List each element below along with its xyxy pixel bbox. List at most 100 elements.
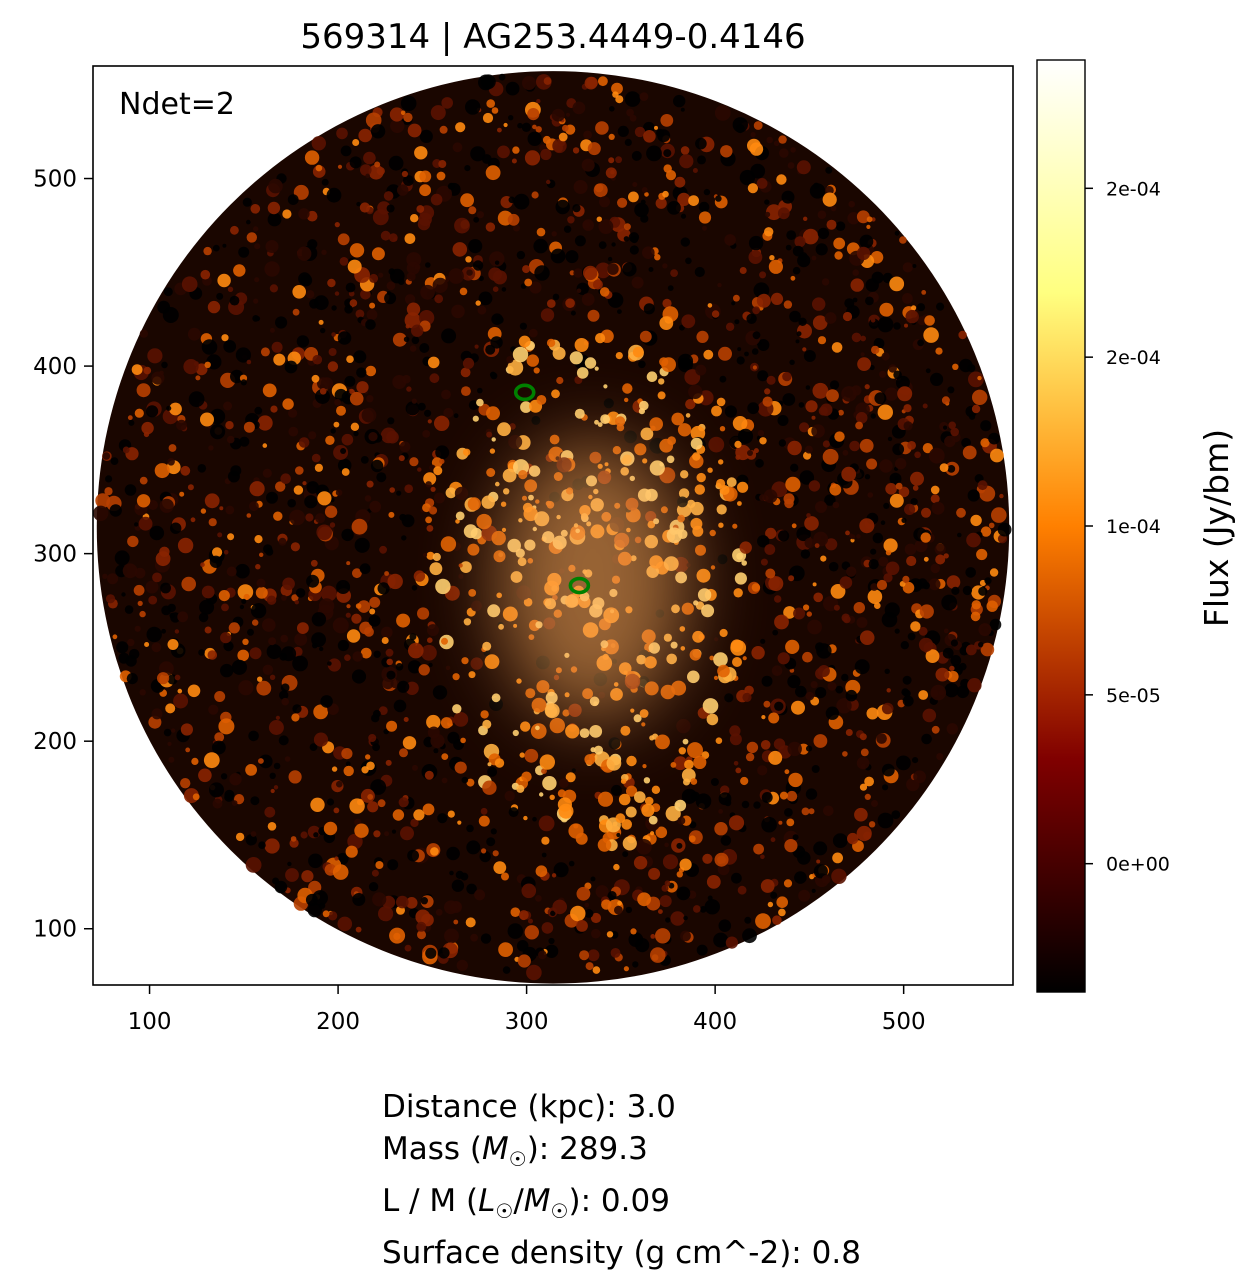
noise-speck [812, 297, 826, 311]
noise-speck [151, 708, 163, 720]
noise-speck [952, 363, 959, 370]
noise-speck [507, 923, 524, 939]
noise-speck [866, 224, 871, 229]
noise-speck [486, 406, 500, 421]
noise-speck [340, 145, 352, 157]
noise-speck [678, 747, 686, 755]
noise-speck [386, 720, 398, 732]
noise-speck [535, 895, 542, 902]
noise-speck [813, 182, 820, 189]
noise-speck [430, 193, 443, 206]
noise-speck [298, 208, 310, 220]
noise-speck [889, 276, 905, 292]
noise-speck [419, 184, 431, 197]
noise-speck [813, 531, 829, 547]
noise-speck [447, 731, 460, 744]
noise-speck [300, 831, 308, 839]
noise-speck [802, 651, 813, 663]
noise-speck [883, 573, 893, 583]
noise-speck [836, 698, 852, 714]
noise-speck [714, 822, 728, 836]
noise-speck [751, 646, 765, 660]
noise-speck [698, 201, 710, 213]
noise-speck [238, 246, 250, 258]
noise-speck [684, 759, 694, 770]
noise-speck [397, 680, 410, 693]
noise-speck [519, 752, 525, 758]
noise-speck [293, 184, 309, 200]
noise-speck [228, 622, 240, 634]
noise-speck [282, 577, 295, 591]
noise-speck [644, 192, 649, 197]
noise-speck [280, 683, 290, 692]
noise-speck [821, 278, 830, 286]
noise-speck [618, 793, 631, 806]
noise-speck [660, 684, 676, 700]
noise-speck [452, 704, 462, 714]
stats-panel: Distance (kpc): 3.0 Mass (M☉): 289.3 L /… [382, 1086, 861, 1274]
noise-speck [273, 785, 279, 790]
noise-speck [753, 801, 761, 809]
noise-speck [352, 893, 366, 906]
noise-speck [795, 339, 800, 344]
noise-speck [387, 573, 403, 590]
noise-speck [947, 670, 959, 683]
noise-speck [481, 154, 492, 164]
noise-speck [724, 234, 736, 246]
noise-speck [636, 839, 652, 855]
noise-speck [829, 483, 842, 496]
noise-speck [661, 884, 669, 892]
noise-speck [650, 425, 656, 431]
noise-speck [921, 733, 932, 745]
noise-speck [685, 257, 692, 265]
noise-speck [273, 511, 283, 521]
noise-speck [180, 723, 193, 736]
noise-speck [311, 453, 321, 463]
noise-speck [870, 583, 879, 591]
noise-speck [393, 237, 398, 242]
noise-speck [856, 756, 870, 770]
noise-speck [180, 778, 191, 789]
noise-speck [367, 794, 374, 800]
noise-speck [356, 201, 361, 207]
noise-speck [258, 758, 264, 764]
noise-speck [924, 315, 935, 326]
noise-speck [323, 821, 338, 836]
noise-speck [241, 598, 247, 605]
noise-speck [968, 371, 984, 388]
noise-speck [634, 443, 647, 456]
noise-speck [287, 861, 292, 867]
noise-speck [253, 298, 259, 304]
noise-speck [209, 782, 224, 798]
noise-speck [486, 837, 496, 847]
noise-speck [605, 167, 617, 179]
noise-speck [806, 745, 813, 752]
noise-speck [845, 689, 858, 702]
noise-speck [603, 398, 614, 409]
noise-speck [670, 269, 678, 277]
noise-speck [608, 737, 621, 750]
noise-speck [334, 291, 340, 296]
noise-speck [676, 871, 683, 878]
noise-speck [445, 665, 451, 671]
noise-speck [400, 110, 406, 116]
noise-speck [736, 356, 745, 365]
noise-speck [284, 360, 298, 374]
noise-speck [312, 890, 329, 906]
noise-speck [641, 803, 655, 817]
noise-speck [507, 213, 520, 226]
noise-speck [695, 793, 712, 809]
noise-speck [520, 401, 532, 413]
noise-speck [512, 146, 520, 154]
noise-speck [481, 848, 487, 854]
noise-speck [295, 466, 304, 475]
noise-speck [666, 455, 675, 464]
noise-speck [760, 558, 768, 566]
noise-speck [167, 458, 175, 466]
noise-speck [468, 671, 476, 679]
y-tick-label: 200 [33, 729, 77, 755]
noise-speck [257, 676, 263, 682]
noise-speck [385, 759, 392, 766]
noise-speck [428, 662, 433, 668]
noise-speck [133, 584, 145, 596]
